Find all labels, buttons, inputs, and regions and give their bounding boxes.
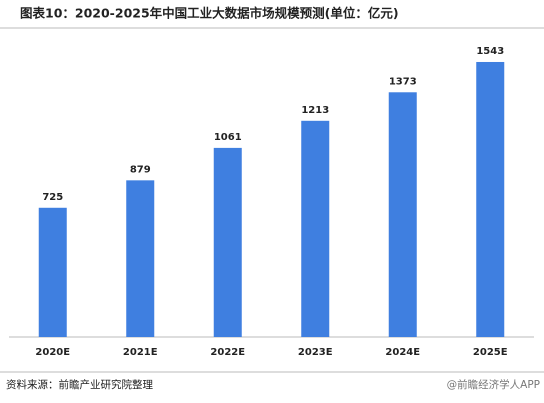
x-tick-label: 2024E (385, 347, 420, 358)
watermark: @前瞻经济学人APP (447, 378, 540, 391)
data-label: 1373 (389, 76, 417, 87)
data-label: 1543 (476, 46, 504, 57)
x-tick-label: 2022E (210, 347, 245, 358)
x-tick-label: 2025E (473, 347, 508, 358)
bar (126, 180, 155, 337)
bar (38, 207, 67, 337)
x-tick-label: 2021E (123, 347, 158, 358)
bar (301, 120, 330, 337)
chart-title: 图表10：2020-2025年中国工业大数据市场规模预测(单位：亿元) (20, 6, 399, 21)
bar (213, 147, 242, 337)
source-note: 资料来源：前瞻产业研究院整理 (6, 378, 153, 391)
x-tick-label: 2023E (298, 347, 333, 358)
bar (476, 61, 505, 337)
bar (388, 92, 417, 337)
data-label: 1213 (301, 105, 329, 116)
x-tick-label: 2020E (35, 347, 70, 358)
data-label: 879 (130, 164, 151, 175)
data-label: 1061 (214, 132, 242, 143)
data-label: 725 (42, 192, 63, 203)
